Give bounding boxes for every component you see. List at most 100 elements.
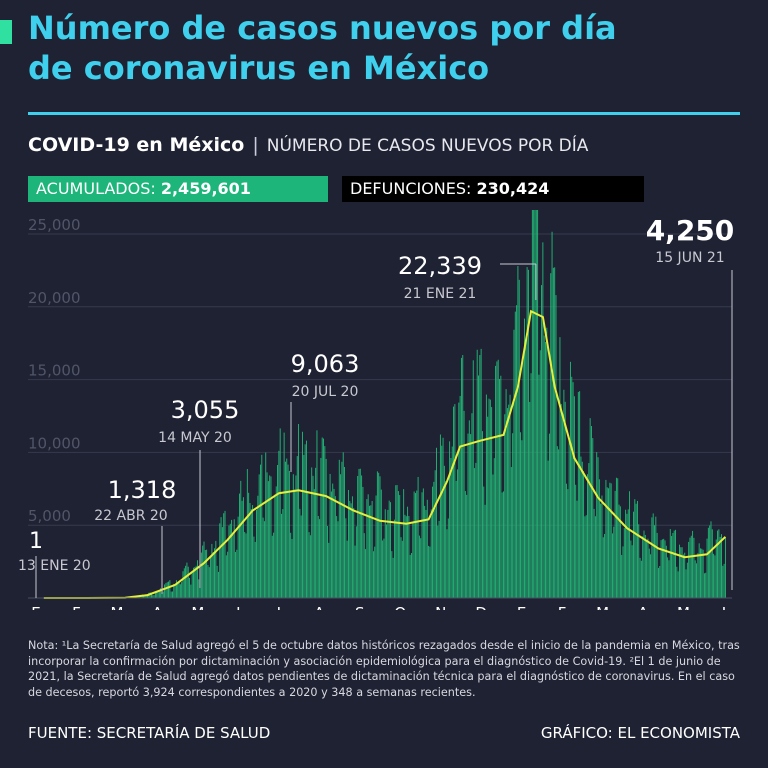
daily-bar (309, 535, 311, 598)
daily-bar (636, 500, 638, 598)
daily-bar (340, 474, 342, 598)
daily-bar (372, 551, 374, 598)
daily-bar (278, 450, 280, 598)
daily-bar (681, 547, 683, 598)
title-accent-bar (0, 20, 12, 44)
daily-bar (269, 475, 271, 598)
daily-bar (700, 548, 701, 598)
daily-bar (466, 494, 468, 598)
daily-bar (363, 533, 365, 598)
daily-bar (291, 539, 293, 598)
daily-bar (542, 242, 544, 598)
daily-bar (467, 433, 469, 598)
daily-bar (253, 536, 255, 598)
daily-bar (317, 515, 319, 598)
daily-bar (378, 472, 380, 598)
daily-bar (235, 552, 236, 598)
daily-bar (639, 557, 641, 598)
daily-bar (601, 495, 603, 598)
daily-bar (203, 541, 205, 598)
daily-bar (149, 592, 151, 598)
daily-bar (533, 210, 535, 599)
daily-bar (710, 521, 712, 598)
daily-bar (472, 360, 474, 598)
daily-bar (434, 470, 436, 598)
daily-bar (432, 486, 433, 598)
daily-bar (315, 467, 317, 598)
daily-bar (505, 389, 507, 598)
daily-bar (562, 412, 564, 598)
daily-bar (333, 488, 335, 598)
daily-bar (694, 560, 696, 598)
subtitle-rest: NÚMERO DE CASOS NUEVOS POR DÍA (266, 136, 589, 156)
daily-bar (355, 526, 357, 598)
daily-bar (430, 509, 432, 598)
daily-bar (422, 488, 424, 598)
daily-bar (256, 510, 257, 598)
daily-bar (480, 348, 482, 598)
daily-bar (552, 267, 554, 598)
daily-bar (417, 476, 419, 598)
daily-bar (665, 545, 667, 598)
daily-bar (311, 467, 313, 598)
daily-bar (224, 510, 226, 598)
daily-bar (664, 540, 666, 598)
daily-bar (304, 444, 306, 598)
daily-bar (270, 476, 272, 598)
daily-bar (263, 521, 265, 598)
daily-bar (370, 505, 372, 598)
daily-bar (535, 210, 537, 598)
y-tick-label: 10,000 (28, 434, 81, 452)
daily-bar (187, 566, 189, 598)
daily-bar (660, 540, 662, 598)
daily-bar (174, 584, 176, 598)
daily-bar (596, 452, 598, 598)
daily-bar (471, 413, 473, 598)
daily-bar (442, 437, 444, 598)
x-tick-label: N (435, 604, 446, 610)
daily-bar (443, 465, 445, 598)
defunciones-badge: DEFUNCIONES: 230,424 (342, 176, 644, 202)
daily-bar (294, 489, 296, 598)
daily-bar (232, 534, 234, 598)
daily-bar (554, 267, 556, 598)
daily-bar (338, 459, 340, 598)
daily-bar (714, 555, 716, 598)
annotation-0: 1 13 ENE 20 (18, 529, 91, 598)
annotation-date: 20 JUL 20 (292, 384, 359, 400)
daily-bar (563, 389, 565, 598)
daily-bar (412, 523, 414, 598)
daily-bar (341, 461, 343, 598)
daily-bar (198, 579, 200, 598)
daily-bar (380, 489, 382, 598)
daily-bar (684, 552, 686, 598)
daily-bar (723, 563, 725, 598)
daily-bar (635, 503, 637, 598)
daily-bar (715, 539, 717, 598)
daily-bar (273, 532, 275, 598)
x-tick-label: F (558, 604, 567, 610)
daily-bar (513, 329, 515, 598)
daily-bar (288, 470, 290, 598)
daily-bar (711, 529, 713, 598)
daily-bar (292, 474, 294, 598)
daily-bar (393, 519, 395, 598)
daily-bar (208, 567, 210, 598)
daily-bar (548, 433, 550, 598)
daily-bar (367, 494, 369, 598)
daily-bar (597, 457, 599, 598)
daily-bar (332, 483, 334, 598)
daily-bar (296, 456, 298, 598)
daily-bar (478, 375, 479, 598)
daily-bar (254, 541, 256, 598)
x-tick-label: A (152, 604, 163, 610)
daily-bar (401, 540, 403, 598)
daily-bar (425, 510, 427, 598)
daily-bar (584, 516, 586, 598)
daily-bar (543, 335, 545, 598)
daily-bar (161, 590, 163, 598)
daily-bar (679, 544, 680, 598)
daily-bar (190, 584, 192, 598)
daily-bar (408, 515, 410, 598)
daily-bar (358, 468, 360, 598)
